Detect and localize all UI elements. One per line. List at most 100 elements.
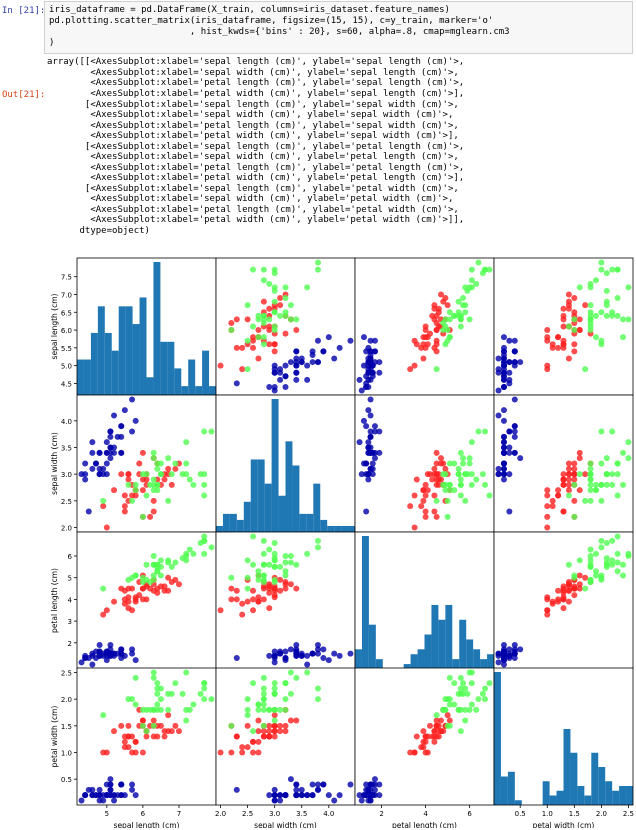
scatter-point bbox=[560, 605, 567, 612]
scatter-point bbox=[266, 605, 273, 612]
scatter-point bbox=[172, 680, 179, 687]
scatter-point bbox=[431, 344, 438, 351]
scatter-point bbox=[125, 722, 132, 729]
scatter-point bbox=[468, 669, 475, 676]
scatter-point bbox=[287, 669, 294, 676]
scatter-point bbox=[107, 776, 114, 783]
scatter-point bbox=[147, 513, 154, 520]
scatter-point bbox=[293, 359, 300, 366]
scatter-point bbox=[298, 355, 305, 362]
scatter-point bbox=[506, 508, 513, 515]
scatter-point bbox=[217, 749, 224, 756]
y-tick-label: 5.0 bbox=[61, 363, 72, 371]
scatter-point bbox=[233, 733, 240, 740]
scatter-point bbox=[282, 680, 289, 687]
histogram-bar bbox=[83, 359, 91, 395]
scatter-point bbox=[282, 383, 289, 390]
scatter-point bbox=[367, 337, 374, 344]
histogram-bar bbox=[403, 664, 411, 669]
scatter-point bbox=[598, 460, 605, 467]
histogram-bar bbox=[313, 483, 321, 532]
code-cell[interactable]: iris_dataframe = pd.DataFrame(X_train, c… bbox=[44, 1, 633, 54]
scatter-point bbox=[446, 334, 453, 341]
histogram-bar bbox=[355, 649, 362, 669]
y-tick-label: 3.5 bbox=[61, 444, 72, 452]
scatter-point bbox=[150, 572, 157, 579]
y-axis-label: sepal width (cm) bbox=[50, 432, 59, 495]
output-line: <AxesSubplot:xlabel='petal length (cm)',… bbox=[47, 121, 459, 131]
scatter-point bbox=[625, 455, 632, 462]
scatter-point bbox=[277, 797, 284, 804]
subplot-0-3 bbox=[493, 257, 634, 396]
scatter-point bbox=[506, 359, 513, 366]
x-tick-label: 6 bbox=[141, 810, 146, 818]
scatter-point bbox=[121, 587, 128, 594]
scatter-point bbox=[500, 641, 507, 648]
scatter-point bbox=[132, 487, 139, 494]
scatter-point bbox=[282, 655, 289, 662]
scatter-point bbox=[442, 696, 449, 703]
scatter-point bbox=[603, 555, 610, 562]
scatter-point bbox=[347, 650, 354, 657]
histogram-bar bbox=[257, 459, 265, 532]
scatter-point bbox=[271, 685, 278, 692]
scatter-point bbox=[111, 728, 118, 735]
scatter-point bbox=[495, 650, 502, 657]
scatter-point bbox=[96, 792, 103, 799]
scatter-point bbox=[287, 553, 294, 560]
subplot-0-1 bbox=[215, 257, 356, 396]
scatter-point bbox=[260, 706, 267, 713]
scatter-point bbox=[571, 481, 578, 488]
scatter-point bbox=[150, 455, 157, 462]
scatter-point bbox=[582, 302, 589, 309]
scatter-point bbox=[250, 344, 257, 351]
scatter-point bbox=[150, 476, 157, 483]
scatter-point bbox=[506, 428, 513, 435]
scatter-point bbox=[486, 266, 493, 273]
subplot-3-0 bbox=[76, 667, 217, 806]
scatter-point bbox=[244, 696, 251, 703]
scatter-point bbox=[293, 792, 300, 799]
subplot-2-3 bbox=[493, 531, 634, 670]
scatter-point bbox=[233, 655, 240, 662]
scatter-point bbox=[103, 439, 110, 446]
scatter-point bbox=[111, 444, 118, 451]
scatter-point bbox=[457, 323, 464, 330]
scatter-point bbox=[125, 696, 132, 703]
scatter-point bbox=[587, 579, 594, 586]
scatter-point bbox=[460, 460, 467, 467]
scatter-point bbox=[582, 574, 589, 581]
scatter-point bbox=[347, 337, 354, 344]
code-line: pd.plotting.scatter_matrix(iris_datafram… bbox=[49, 16, 494, 26]
scatter-point bbox=[78, 659, 85, 666]
output-line: array([[<AxesSubplot:xlabel='sepal lengt… bbox=[47, 57, 465, 67]
scatter-point bbox=[576, 581, 583, 588]
scatter-point bbox=[282, 572, 289, 579]
scatter-point bbox=[277, 722, 284, 729]
scatter-point bbox=[165, 712, 172, 719]
scatter-point bbox=[172, 559, 179, 566]
x-tick-label: 6 bbox=[467, 810, 472, 818]
scatter-point bbox=[107, 433, 114, 440]
scatter-point bbox=[363, 508, 370, 515]
scatter-point bbox=[282, 722, 289, 729]
scatter-point bbox=[260, 585, 267, 592]
histogram-bar bbox=[494, 672, 501, 805]
scatter-point bbox=[157, 572, 164, 579]
scatter-point bbox=[271, 706, 278, 713]
scatter-point bbox=[282, 559, 289, 566]
scatter-point bbox=[125, 471, 132, 478]
scatter-point bbox=[555, 492, 562, 499]
subplot-2-0 bbox=[76, 531, 217, 670]
scatter-point bbox=[150, 481, 157, 488]
scatter-point bbox=[271, 652, 278, 659]
scatter-point bbox=[592, 277, 599, 284]
scatter-point bbox=[271, 563, 278, 570]
scatter-point bbox=[571, 460, 578, 467]
scatter-point bbox=[457, 492, 464, 499]
scatter-point bbox=[201, 550, 208, 557]
scatter-point bbox=[433, 497, 440, 504]
scatter-point bbox=[506, 471, 513, 478]
scatter-point bbox=[625, 316, 632, 323]
histogram-bar bbox=[202, 350, 210, 395]
